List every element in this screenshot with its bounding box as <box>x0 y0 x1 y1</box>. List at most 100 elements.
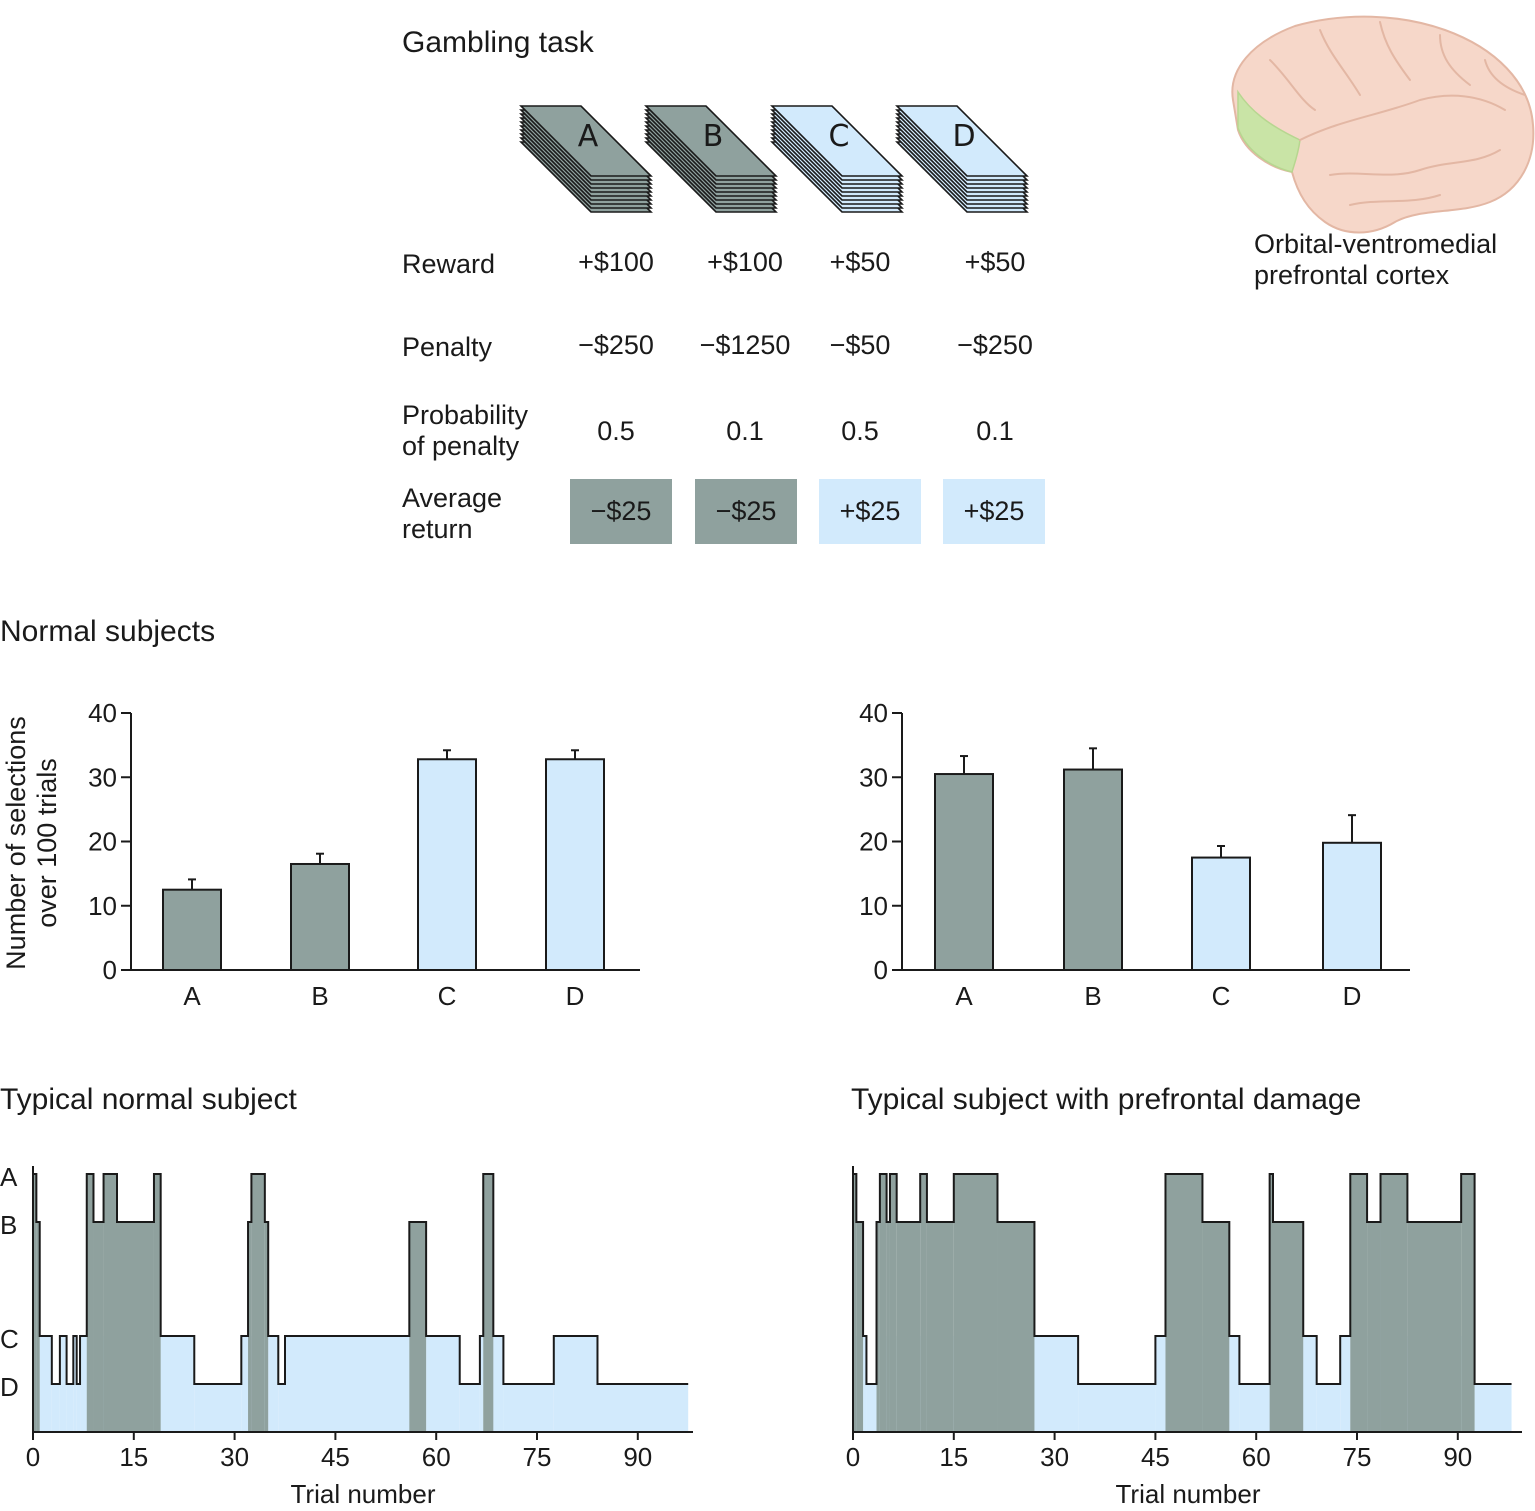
deck-b: B <box>644 105 778 213</box>
deck-top-card <box>770 105 904 177</box>
reward-value: +$50 <box>965 247 1026 277</box>
probability-value: 0.5 <box>841 416 879 446</box>
light-segment <box>76 1384 81 1432</box>
x-tick-label: D <box>1343 981 1362 1011</box>
x-tick-label: 0 <box>846 1442 860 1472</box>
penalty-value: −$50 <box>830 330 891 360</box>
average-return-box <box>819 479 921 544</box>
y-tick-label: 40 <box>88 698 117 728</box>
card-decks: A B C D <box>519 105 1029 213</box>
dark-segment <box>886 1222 890 1432</box>
average-return-cell: +$25 <box>943 479 1045 544</box>
deck-letter: C <box>829 119 850 154</box>
task-title: Gambling task <box>402 26 595 59</box>
dark-segment <box>1407 1222 1462 1432</box>
x-tick-label: 15 <box>119 1442 148 1472</box>
probability-value: 0.1 <box>976 416 1014 446</box>
x-tick-label: 60 <box>422 1442 451 1472</box>
choice-trace <box>853 1173 1512 1385</box>
dark-area <box>853 1174 1475 1432</box>
average-row-label-line2: return <box>402 514 473 544</box>
deck-letter: A <box>578 119 599 154</box>
x-tick-label: 90 <box>1443 1442 1472 1472</box>
average-return-value: +$25 <box>840 496 901 526</box>
x-tick-label: B <box>311 981 328 1011</box>
dark-segment <box>1367 1222 1381 1432</box>
dark-segment <box>117 1222 154 1432</box>
y-tick-label: 20 <box>859 827 888 857</box>
light-segment <box>866 1384 877 1432</box>
x-tick-label: C <box>438 981 457 1011</box>
bar-d <box>1322 841 1382 971</box>
x-tick-label: 75 <box>523 1442 552 1472</box>
step-chart-2-xlabel: Trial number <box>1116 1479 1261 1509</box>
bar-c <box>417 758 477 972</box>
task-table-values: +$100 +$100 +$50 +$50 −$250 −$1250 −$50 −$250 0.… <box>570 247 1045 544</box>
step-chart-prefrontal: 0 15 30 45 60 75 90 <box>846 1166 1522 1472</box>
y-tick-label: 10 <box>859 891 888 921</box>
y-tick-label: 40 <box>859 698 888 728</box>
dark-segment <box>896 1222 921 1432</box>
dark-segment <box>953 1174 998 1432</box>
bar-chart-1-title: Normal subjects <box>0 615 215 648</box>
dark-segment <box>876 1222 880 1432</box>
deck-top-card <box>895 105 1029 177</box>
bar-chart-prefrontal: 0 10 20 30 40 A B C D <box>859 698 1410 1011</box>
probability-value: 0.1 <box>726 416 764 446</box>
x-tick-label: A <box>183 981 201 1011</box>
light-segment <box>479 1336 484 1432</box>
step-chart-normal: 0 15 30 45 60 75 90 AB CD <box>0 1162 693 1472</box>
average-row-label-line1: Average <box>402 483 502 513</box>
light-segment <box>59 1336 67 1432</box>
x-tick-label: 0 <box>26 1442 40 1472</box>
dark-segment <box>483 1174 494 1432</box>
penalty-value: −$250 <box>578 330 654 360</box>
deck-top-card <box>644 105 778 177</box>
bar-b <box>290 862 350 971</box>
average-return-cell: −$25 <box>570 479 672 544</box>
dark-segment <box>264 1222 269 1432</box>
brain-caption-line2: prefrontal cortex <box>1254 260 1450 290</box>
light-segment <box>241 1336 249 1432</box>
light-segment <box>863 1336 867 1432</box>
average-return-value: −$25 <box>591 496 652 526</box>
x-tick-label: 45 <box>321 1442 350 1472</box>
dark-segment <box>879 1174 887 1432</box>
dark-segment <box>889 1174 897 1432</box>
x-tick-label: 75 <box>1343 1442 1372 1472</box>
light-segment <box>503 1384 554 1432</box>
step-chart-1-title: Typical normal subject <box>0 1083 297 1116</box>
penalty-row-label: Penalty <box>402 332 493 362</box>
dark-area <box>33 1174 494 1432</box>
dark-segment <box>248 1222 252 1432</box>
penalty-value: −$250 <box>957 330 1033 360</box>
bar-a <box>162 888 222 971</box>
average-return-cell: −$25 <box>695 479 797 544</box>
dark-segment <box>920 1174 927 1432</box>
deck-a: A <box>519 105 653 213</box>
bar-chart-1-ylabel-line1: Number of selections <box>1 716 31 970</box>
dark-segment <box>153 1174 161 1432</box>
light-segment <box>160 1336 195 1432</box>
dark-segment <box>1269 1174 1273 1432</box>
deck-top-card <box>519 105 653 177</box>
light-segment <box>51 1384 60 1432</box>
y-tick-label: 0 <box>874 955 888 985</box>
light-segment <box>459 1384 480 1432</box>
dark-segment <box>856 1222 864 1432</box>
reward-value: +$100 <box>578 247 654 277</box>
step-chart-2-title: Typical subject with prefrontal damage <box>851 1083 1361 1116</box>
y-level-label: A <box>0 1162 18 1192</box>
x-tick-label: D <box>566 981 585 1011</box>
light-segment <box>66 1384 74 1432</box>
dark-segment <box>1202 1222 1230 1432</box>
probability-value: 0.5 <box>597 416 635 446</box>
reward-value: +$100 <box>707 247 783 277</box>
light-segment <box>1155 1336 1166 1432</box>
y-level-label: D <box>0 1372 19 1402</box>
penalty-value: −$1250 <box>700 330 791 360</box>
y-level-label: B <box>0 1210 17 1240</box>
dark-segment <box>1380 1174 1408 1432</box>
light-segment <box>73 1336 77 1432</box>
